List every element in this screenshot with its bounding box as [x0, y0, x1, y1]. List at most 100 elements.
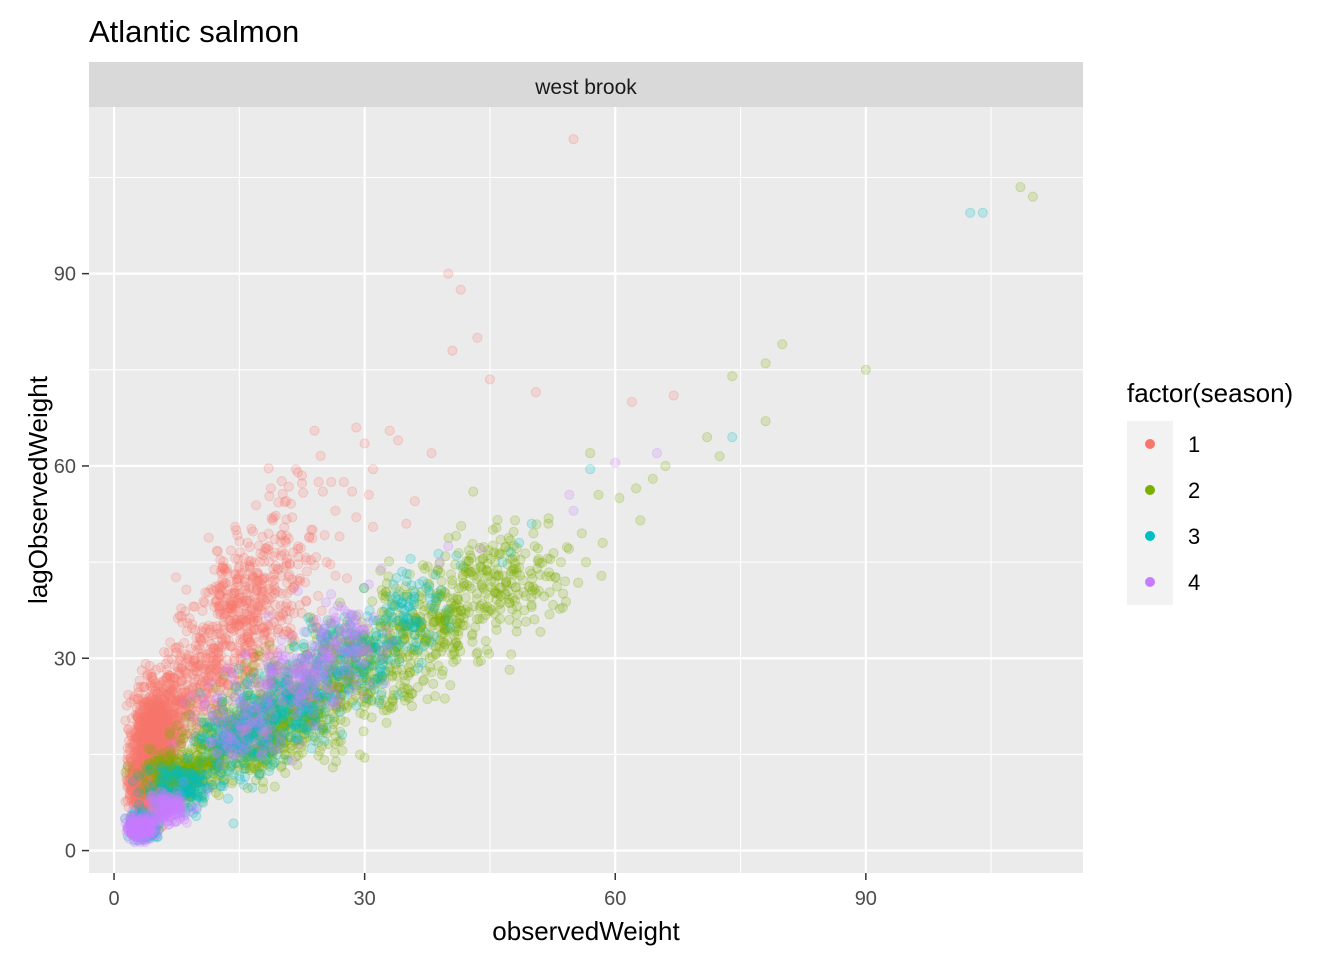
data-point	[148, 741, 159, 752]
data-point	[247, 526, 258, 537]
data-point	[647, 473, 658, 484]
data-point	[401, 518, 412, 529]
data-point	[146, 758, 157, 770]
data-point	[152, 700, 163, 711]
data-point	[147, 671, 158, 682]
data-point	[144, 731, 155, 742]
data-point	[157, 712, 168, 724]
data-point	[528, 528, 539, 539]
data-point	[159, 748, 171, 759]
data-point	[141, 765, 152, 776]
data-point	[504, 664, 515, 675]
data-point	[144, 691, 155, 702]
data-point	[135, 745, 146, 756]
data-point	[491, 624, 502, 636]
data-point	[156, 728, 167, 739]
data-point	[232, 530, 243, 541]
data-point	[141, 785, 153, 796]
data-point	[163, 745, 174, 756]
data-point	[132, 781, 143, 793]
data-point	[504, 614, 515, 625]
data-point	[159, 760, 170, 771]
data-point	[419, 563, 430, 574]
data-point	[154, 775, 165, 787]
data-point	[298, 487, 309, 498]
data-point	[155, 745, 166, 756]
data-point	[153, 771, 164, 782]
data-point	[1015, 182, 1026, 193]
data-point	[131, 751, 142, 762]
data-point	[148, 692, 159, 703]
data-point	[140, 752, 151, 764]
data-point	[445, 569, 456, 580]
data-point	[428, 678, 439, 690]
data-point	[132, 719, 143, 730]
data-point	[152, 761, 163, 772]
data-point	[146, 722, 157, 733]
data-point	[171, 720, 182, 731]
data-point	[155, 776, 166, 787]
data-point	[139, 731, 150, 742]
data-point	[142, 722, 153, 733]
data-point	[455, 284, 466, 295]
data-point	[153, 780, 164, 791]
data-point	[160, 767, 171, 778]
data-point	[265, 483, 276, 494]
data-point	[359, 438, 370, 449]
data-point	[162, 715, 173, 726]
data-point	[136, 764, 148, 776]
data-point	[136, 793, 147, 804]
data-point	[153, 761, 164, 772]
data-point	[149, 708, 160, 719]
data-point	[146, 770, 157, 781]
data-point	[134, 729, 145, 740]
data-point	[123, 735, 135, 746]
data-point	[176, 716, 187, 727]
data-point	[125, 697, 136, 708]
data-point	[1027, 191, 1039, 202]
data-point	[128, 762, 139, 773]
data-point	[162, 778, 173, 789]
data-point	[141, 781, 152, 792]
data-point	[145, 805, 156, 816]
data-point	[135, 768, 146, 779]
data-point	[137, 717, 148, 728]
facet-strip-label: west brook	[534, 76, 637, 99]
data-point	[150, 737, 161, 748]
data-point	[144, 797, 155, 809]
data-point	[151, 742, 162, 753]
data-point	[234, 770, 245, 782]
data-point	[157, 782, 168, 793]
data-point	[148, 695, 159, 706]
data-point	[121, 770, 132, 781]
data-point	[132, 735, 143, 746]
data-point	[152, 688, 163, 700]
data-point	[146, 733, 157, 744]
data-point	[136, 753, 148, 764]
data-point	[140, 797, 151, 808]
data-point	[160, 779, 171, 790]
data-point	[139, 750, 150, 762]
data-point	[176, 771, 187, 783]
data-point	[293, 541, 304, 552]
data-point	[204, 653, 215, 664]
data-point	[150, 734, 161, 745]
data-point	[151, 764, 162, 775]
data-point	[137, 758, 149, 769]
data-point	[163, 761, 174, 772]
data-point	[585, 448, 596, 459]
data-point	[136, 743, 147, 755]
data-point	[149, 806, 161, 817]
data-point	[597, 537, 608, 549]
data-point	[149, 758, 160, 769]
data-point	[135, 721, 146, 732]
data-point	[428, 617, 440, 628]
data-point	[140, 709, 151, 720]
data-point	[140, 803, 151, 814]
plot-panel	[89, 107, 1083, 873]
data-point	[147, 747, 158, 758]
data-point	[147, 706, 158, 717]
data-point	[157, 740, 168, 751]
data-point	[147, 736, 158, 747]
data-point	[146, 712, 158, 723]
